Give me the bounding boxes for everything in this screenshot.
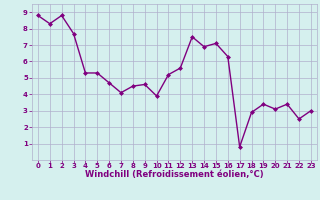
X-axis label: Windchill (Refroidissement éolien,°C): Windchill (Refroidissement éolien,°C): [85, 170, 264, 179]
